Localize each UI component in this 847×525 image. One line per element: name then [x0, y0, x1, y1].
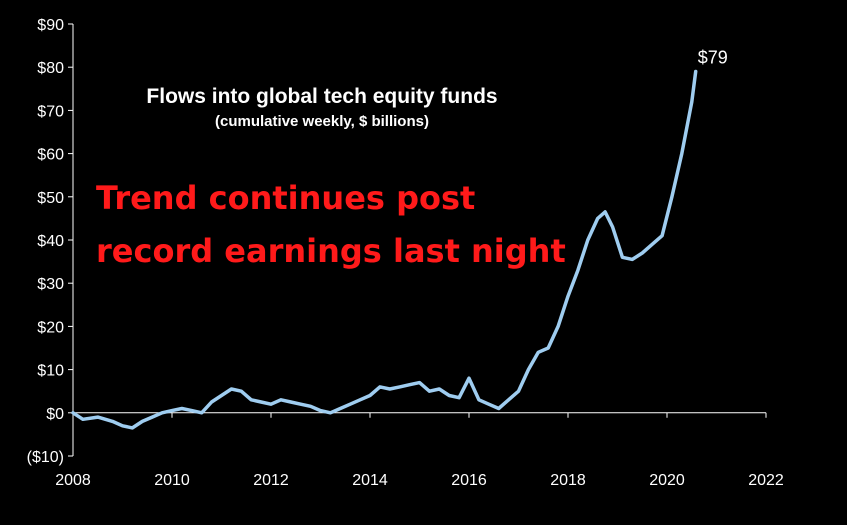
series-line-tech-fund-flows — [71, 69, 698, 430]
y-tick-label: $70 — [37, 103, 64, 120]
x-tick-label: 2008 — [55, 472, 91, 489]
x-tick-label: 2014 — [352, 472, 388, 489]
y-tick-label: $60 — [37, 147, 64, 164]
x-tick-label: 2010 — [154, 472, 190, 489]
y-tick-label: $90 — [37, 17, 64, 34]
y-tick-label: ($10) — [27, 449, 64, 466]
x-tick-label: 2018 — [550, 472, 586, 489]
y-tick-label: $10 — [37, 363, 64, 380]
y-tick-label: $50 — [37, 190, 64, 207]
tick-marks-and-labels: ($10) $0 $10 $20 $30 $40 $50 $60 $70 $80 $90 2008 20… — [27, 17, 784, 489]
end-value-label: $79 — [698, 48, 728, 68]
y-tick-label: $20 — [37, 319, 64, 336]
x-tick-label: 2012 — [253, 472, 289, 489]
annotation-line-2: record earnings last night — [96, 232, 566, 270]
chart-subtitle: (cumulative weekly, $ billions) — [215, 113, 429, 130]
x-tick-label: 2020 — [649, 472, 685, 489]
x-tick-label: 2022 — [748, 472, 784, 489]
y-tick-label: $40 — [37, 233, 64, 250]
y-tick-label: $30 — [37, 276, 64, 293]
chart-title: Flows into global tech equity funds — [146, 85, 497, 108]
y-tick-label: $0 — [46, 406, 64, 423]
annotation-line-1: Trend continues post — [96, 179, 475, 217]
y-tick-label: $80 — [37, 60, 64, 77]
x-tick-label: 2016 — [451, 472, 487, 489]
